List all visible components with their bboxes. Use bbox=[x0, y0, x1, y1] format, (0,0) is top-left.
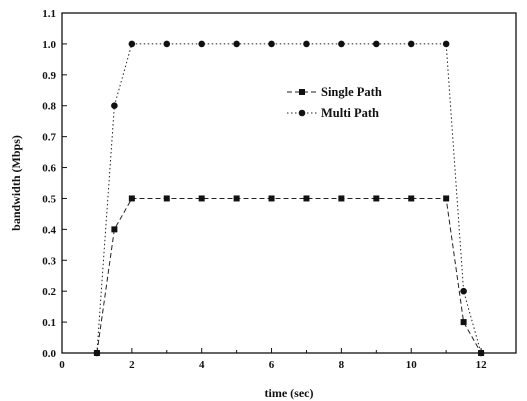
data-point-multi-path bbox=[303, 40, 310, 48]
y-tick-label: 0.9 bbox=[42, 70, 56, 82]
data-point-single-path bbox=[338, 195, 345, 202]
x-tick-label: 8 bbox=[339, 359, 345, 371]
y-axis-label: bandwidth (Mbps) bbox=[9, 135, 23, 231]
data-point-multi-path bbox=[93, 349, 101, 357]
legend-marker-single-path bbox=[299, 89, 305, 95]
data-point-multi-path bbox=[407, 40, 415, 48]
y-tick-label: 0.0 bbox=[42, 348, 56, 360]
legend-label-multi-path: Multi Path bbox=[321, 106, 379, 120]
data-point-single-path bbox=[233, 195, 240, 202]
data-point-multi-path bbox=[373, 40, 380, 48]
legend-label-single-path: Single Path bbox=[321, 85, 382, 99]
data-point-single-path bbox=[163, 195, 170, 202]
data-point-single-path bbox=[303, 195, 310, 202]
data-point-single-path bbox=[128, 195, 135, 202]
data-point-single-path bbox=[373, 195, 380, 202]
x-tick-label: 12 bbox=[476, 359, 488, 371]
data-point-multi-path bbox=[338, 40, 345, 48]
data-point-single-path bbox=[460, 319, 467, 326]
data-series bbox=[93, 40, 485, 357]
x-axis-label: time (sec) bbox=[265, 386, 314, 400]
data-point-multi-path bbox=[442, 40, 450, 48]
axis-ticks: 0 2 4 6 8 10 12 0.0 0.1 0.2 0.3 0.4 0.5 0.6 0.7 0.8 0.9 1… bbox=[42, 8, 487, 371]
data-point-multi-path bbox=[198, 40, 205, 48]
data-point-single-path bbox=[111, 226, 118, 233]
y-tick-label: 0.8 bbox=[42, 101, 56, 113]
data-point-multi-path bbox=[111, 102, 118, 110]
y-tick-label: 1.1 bbox=[42, 8, 56, 20]
plot-frame bbox=[61, 12, 517, 354]
legend: Single Path Multi Path bbox=[287, 85, 382, 120]
series-line-single-path bbox=[96, 197, 482, 354]
y-tick-label: 0.7 bbox=[42, 132, 56, 144]
data-point-multi-path bbox=[460, 287, 467, 295]
series-line-multi-path bbox=[96, 43, 482, 354]
data-point-single-path bbox=[408, 195, 415, 202]
data-point-multi-path bbox=[268, 40, 275, 48]
legend-marker-multi-path bbox=[298, 109, 306, 117]
data-point-single-path bbox=[443, 195, 450, 202]
data-point-single-path bbox=[198, 195, 205, 202]
y-tick-label: 1.0 bbox=[42, 39, 56, 51]
x-tick-label: 4 bbox=[199, 359, 205, 371]
y-tick-label: 0.3 bbox=[42, 255, 56, 267]
data-point-multi-path bbox=[233, 40, 240, 48]
data-point-multi-path bbox=[128, 40, 136, 48]
y-tick-label: 0.4 bbox=[42, 224, 56, 236]
data-point-multi-path bbox=[477, 349, 485, 357]
data-point-single-path bbox=[268, 195, 275, 202]
x-tick-label: 10 bbox=[406, 359, 418, 371]
x-tick-label: 2 bbox=[129, 359, 135, 371]
x-tick-label: 6 bbox=[269, 359, 275, 371]
y-tick-label: 0.2 bbox=[42, 286, 56, 298]
x-tick-label: 0 bbox=[59, 359, 65, 371]
y-tick-label: 0.6 bbox=[42, 163, 56, 175]
y-tick-label: 0.1 bbox=[42, 317, 56, 329]
data-point-multi-path bbox=[163, 40, 171, 48]
y-tick-label: 0.5 bbox=[42, 193, 56, 205]
